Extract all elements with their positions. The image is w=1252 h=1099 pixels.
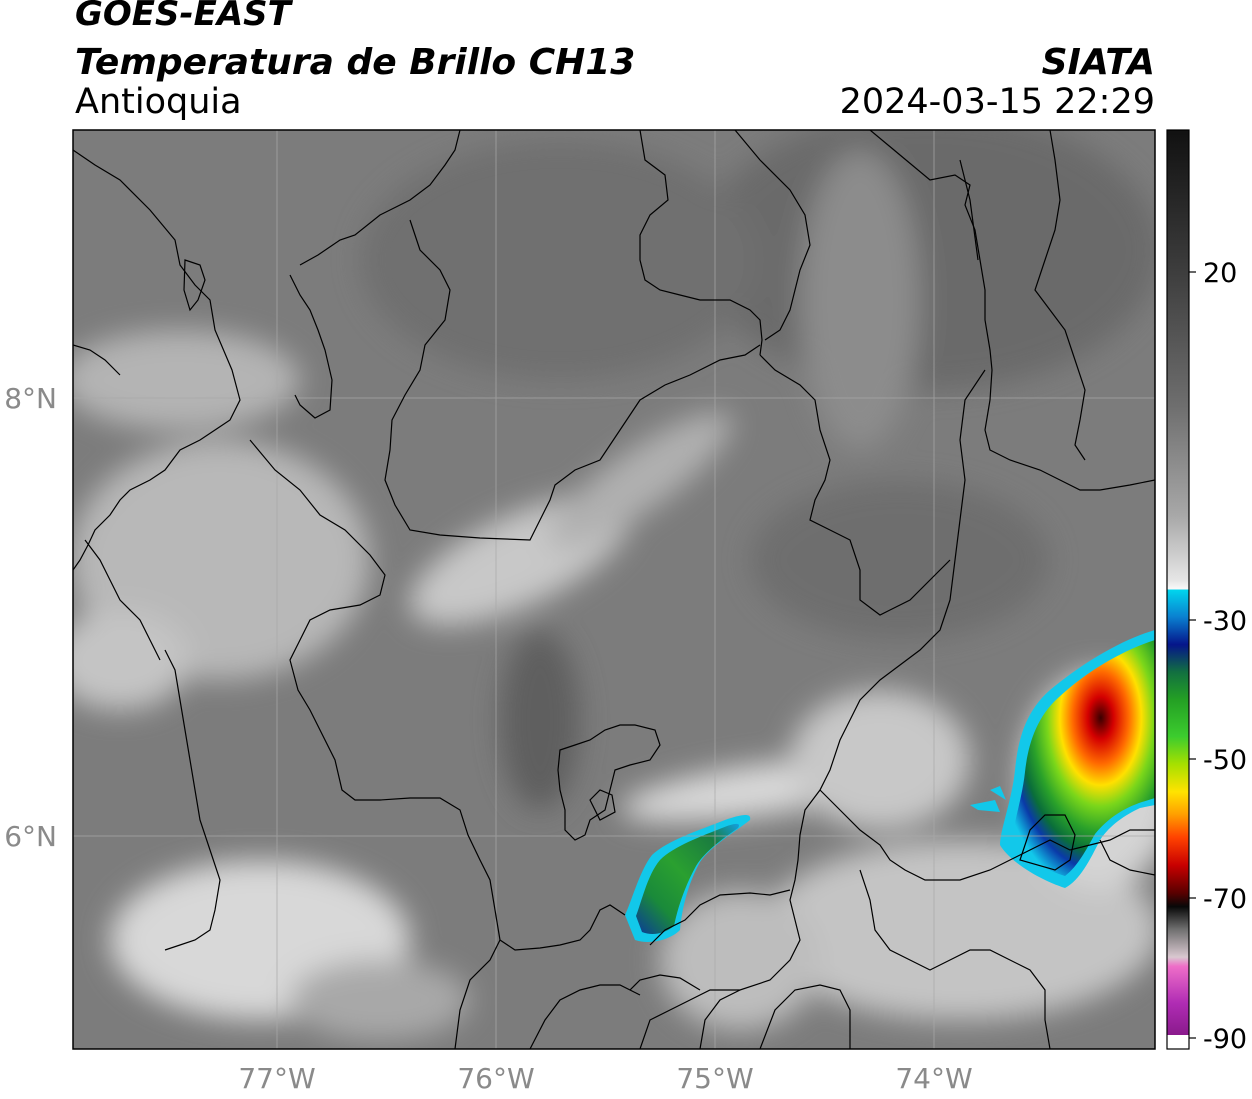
colorbar-label-minus90: -90	[1203, 1024, 1247, 1055]
satellite-title: GOES-EAST	[75, 0, 291, 34]
source-label: SIATA	[1041, 42, 1155, 83]
boundaries	[73, 130, 1155, 1049]
lon-label-74: 74°W	[895, 1062, 972, 1095]
cold-cloud-large	[970, 630, 1155, 888]
lon-tick-labels: 77°W 76°W 75°W 74°W	[238, 1062, 972, 1095]
datetime-label: 2024-03-15 22:29	[839, 82, 1155, 122]
lat-label-6: 6°N	[4, 820, 57, 853]
colorbar-label-minus50: -50	[1203, 745, 1247, 776]
colorbar: 20 -30 -50 -70 -90	[1166, 129, 1247, 1055]
region-label: Antioquia	[75, 82, 242, 122]
lon-label-77: 77°W	[238, 1062, 315, 1095]
lon-label-76: 76°W	[457, 1062, 534, 1095]
cold-cloud-small	[625, 815, 751, 942]
product-title: Temperatura de Brillo CH13	[75, 42, 636, 83]
colorbar-label-minus30: -30	[1203, 606, 1247, 637]
lon-label-75: 75°W	[676, 1062, 753, 1095]
colorbar-label-minus70: -70	[1203, 884, 1247, 915]
colorbar-scale	[1166, 129, 1190, 1050]
map-frame	[72, 129, 1156, 1050]
satellite-imagery	[73, 130, 1155, 1049]
lat-label-8: 8°N	[4, 382, 57, 415]
graticule	[73, 130, 1155, 1049]
lat-tick-labels: 8°N 6°N	[4, 382, 57, 853]
colorbar-label-20: 20	[1203, 258, 1237, 289]
